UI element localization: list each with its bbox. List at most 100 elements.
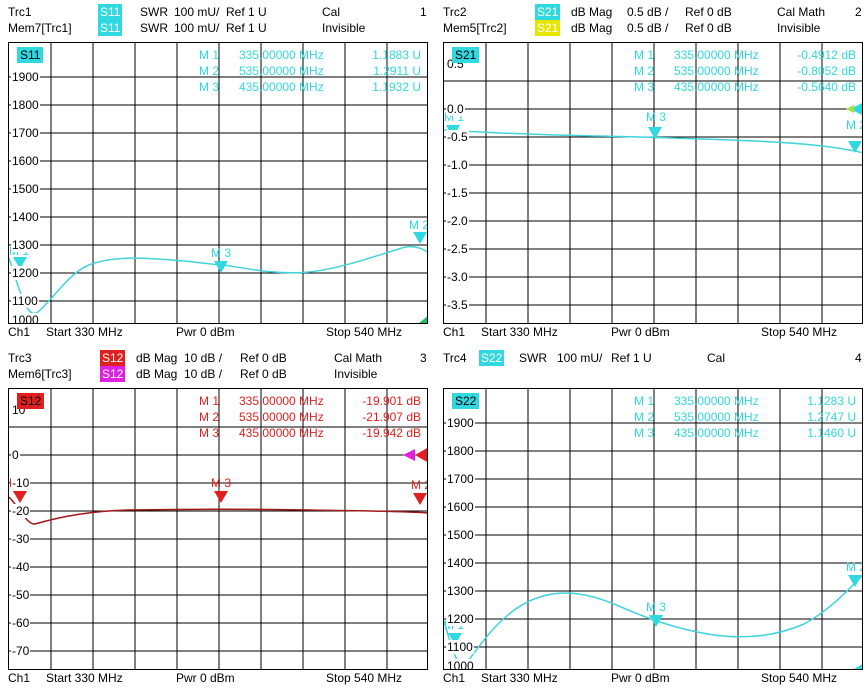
trace-name[interactable]: Trc2 xyxy=(443,5,467,19)
trace-tag[interactable]: S12 xyxy=(17,393,45,409)
trace-name[interactable]: Trc1 xyxy=(8,5,32,19)
trace-ref[interactable]: Ref 0 dB xyxy=(240,351,287,365)
marker-green-corner xyxy=(419,316,427,323)
trace-scale[interactable]: 100 mU/ xyxy=(557,351,603,365)
marker-m1 xyxy=(13,257,27,269)
marker-table: M 1 335.00000 MHz -19.901 dB M 2 535.00000 … xyxy=(199,393,421,441)
diagram-area-trc1[interactable]: Trc1 S11 SWR 100 mU/ Ref 1 U Cal 1 Mem7[… xyxy=(4,4,432,344)
marker-name: M 2 xyxy=(199,410,220,424)
stop-frequency[interactable]: Stop 540 MHz xyxy=(326,325,403,339)
y-label: 1000 xyxy=(446,659,475,669)
start-frequency[interactable]: Start 330 MHz xyxy=(481,325,558,339)
marker-green-corner xyxy=(854,664,862,669)
channel-label[interactable]: Ch1 xyxy=(8,671,31,685)
marker-right-arrow xyxy=(850,103,862,115)
y-label: 1100 xyxy=(446,640,474,654)
trace-badge[interactable]: S12 xyxy=(100,350,126,366)
stop-frequency[interactable]: Stop 540 MHz xyxy=(761,671,838,685)
start-frequency[interactable]: Start 330 MHz xyxy=(46,671,123,685)
trace-scale[interactable]: 0.5 dB / xyxy=(627,5,669,19)
marker-freq: 335.00000 MHz xyxy=(674,394,759,408)
memory-badge[interactable]: S11 xyxy=(98,20,123,36)
marker-name: M 1 xyxy=(634,394,655,408)
trace-line xyxy=(9,245,427,314)
y-label: 0.0 xyxy=(446,102,465,116)
y-label: -0.5 xyxy=(446,130,469,144)
stop-frequency[interactable]: Stop 540 MHz xyxy=(761,325,838,339)
memory-badge[interactable]: S12 xyxy=(100,366,126,382)
marker-name: M 2 xyxy=(199,64,220,78)
trace-badge[interactable]: S22 xyxy=(479,350,505,366)
y-label: 1700 xyxy=(446,472,475,486)
y-label: 0 xyxy=(11,448,20,462)
marker-row-m3: M 3 435.00000 MHz -0.5640 dB xyxy=(634,79,856,95)
power-level[interactable]: Pwr 0 dBm xyxy=(611,671,670,685)
trace-tag[interactable]: S21 xyxy=(452,47,480,63)
y-label: 1900 xyxy=(11,70,40,84)
power-level[interactable]: Pwr 0 dBm xyxy=(176,325,235,339)
marker-label: M 2 xyxy=(411,478,428,492)
power-level[interactable]: Pwr 0 dBm xyxy=(611,325,670,339)
cal-label: Cal Math xyxy=(777,5,826,19)
trace-badge[interactable]: S21 xyxy=(535,4,561,20)
y-label: -10 xyxy=(11,476,31,490)
trace-name[interactable]: Trc4 xyxy=(443,351,467,365)
stop-frequency[interactable]: Stop 540 MHz xyxy=(326,671,403,685)
marker-value: -19.901 dB xyxy=(362,394,421,408)
trace-tag[interactable]: S11 xyxy=(17,47,44,63)
marker-name: M 3 xyxy=(199,80,220,94)
memory-name[interactable]: Mem5[Trc2] xyxy=(443,21,507,35)
plot-grid[interactable]: S22 M 1 335.00000 MHz 1.1283 U M 2 535.0000… xyxy=(443,388,863,670)
diagram-area-trc2[interactable]: Trc2 S21 dB Mag 0.5 dB / Ref 0 dB Cal Ma… xyxy=(439,4,867,344)
trace-scale[interactable]: 10 dB / xyxy=(184,351,223,365)
marker-row-m3: M 3 435.00000 MHz 1.1460 U xyxy=(634,425,856,441)
trace-badge[interactable]: S11 xyxy=(98,4,123,20)
marker-freq: 335.00000 MHz xyxy=(674,48,759,62)
channel-label[interactable]: Ch1 xyxy=(443,671,466,685)
memory-state: Invisible xyxy=(322,21,366,35)
trace-ref[interactable]: Ref 1 U xyxy=(611,351,652,365)
channel-footer: Ch1 Start 330 MHz Pwr 0 dBm Stop 540 MHz xyxy=(439,324,867,340)
marker-m3 xyxy=(214,261,228,273)
start-frequency[interactable]: Start 330 MHz xyxy=(481,671,558,685)
marker-right-arrow xyxy=(415,448,427,462)
diagram-area-trc4[interactable]: Trc4 S22 SWR 100 mU/ Ref 1 U Cal 4 S22 M… xyxy=(439,350,867,690)
plot-grid[interactable]: S11 M 1 335.00000 MHz 1.1883 U M 2 535.0000… xyxy=(8,42,428,324)
trace-format[interactable]: dB Mag xyxy=(571,5,613,19)
y-label: 1200 xyxy=(446,612,475,626)
marker-label: M 2 xyxy=(409,218,428,232)
trace-tag[interactable]: S22 xyxy=(452,393,480,409)
channel-label[interactable]: Ch1 xyxy=(443,325,466,339)
memory-scale: 0.5 dB / xyxy=(627,21,669,35)
start-frequency[interactable]: Start 330 MHz xyxy=(46,325,123,339)
y-label: 1400 xyxy=(446,556,475,570)
trace-format[interactable]: dB Mag xyxy=(136,351,178,365)
y-label: 1100 xyxy=(11,294,39,308)
trace-ref[interactable]: Ref 0 dB xyxy=(685,5,732,19)
trace-header-trc2: Trc2 S21 dB Mag 0.5 dB / Ref 0 dB Cal Ma… xyxy=(439,4,867,38)
y-label: 1300 xyxy=(446,584,475,598)
marker-freq: 535.00000 MHz xyxy=(239,410,324,424)
plot-grid[interactable]: S21 M 1 335.00000 MHz -0.4912 dB M 2 535.00… xyxy=(443,42,863,324)
trace-format[interactable]: SWR xyxy=(140,5,168,19)
y-label: 1300 xyxy=(11,238,40,252)
y-label: 1800 xyxy=(11,98,40,112)
diagram-area-trc3[interactable]: Trc3 S12 dB Mag 10 dB / Ref 0 dB Cal Mat… xyxy=(4,350,432,690)
memory-name[interactable]: Mem6[Trc3] xyxy=(8,367,72,381)
marker-row-m2: M 2 535.00000 MHz -21.907 dB xyxy=(199,409,421,425)
channel-label[interactable]: Ch1 xyxy=(8,325,31,339)
trace-line xyxy=(9,496,427,525)
plot-grid[interactable]: S12 M 1 335.00000 MHz -19.901 dB M 2 535.00… xyxy=(8,388,428,670)
y-label: 1000 xyxy=(11,313,40,323)
memory-badge[interactable]: S21 xyxy=(535,20,561,36)
memory-right-arrow xyxy=(403,449,415,461)
marker-m3 xyxy=(214,491,228,503)
trace-ref[interactable]: Ref 1 U xyxy=(226,5,267,19)
marker-freq: 335.00000 MHz xyxy=(239,394,324,408)
memory-name[interactable]: Mem7[Trc1] xyxy=(8,21,72,35)
trace-scale[interactable]: 100 mU/ xyxy=(174,5,220,19)
trace-format[interactable]: SWR xyxy=(519,351,547,365)
trace-name[interactable]: Trc3 xyxy=(8,351,32,365)
marker-value: -21.907 dB xyxy=(362,410,421,424)
power-level[interactable]: Pwr 0 dBm xyxy=(176,671,235,685)
